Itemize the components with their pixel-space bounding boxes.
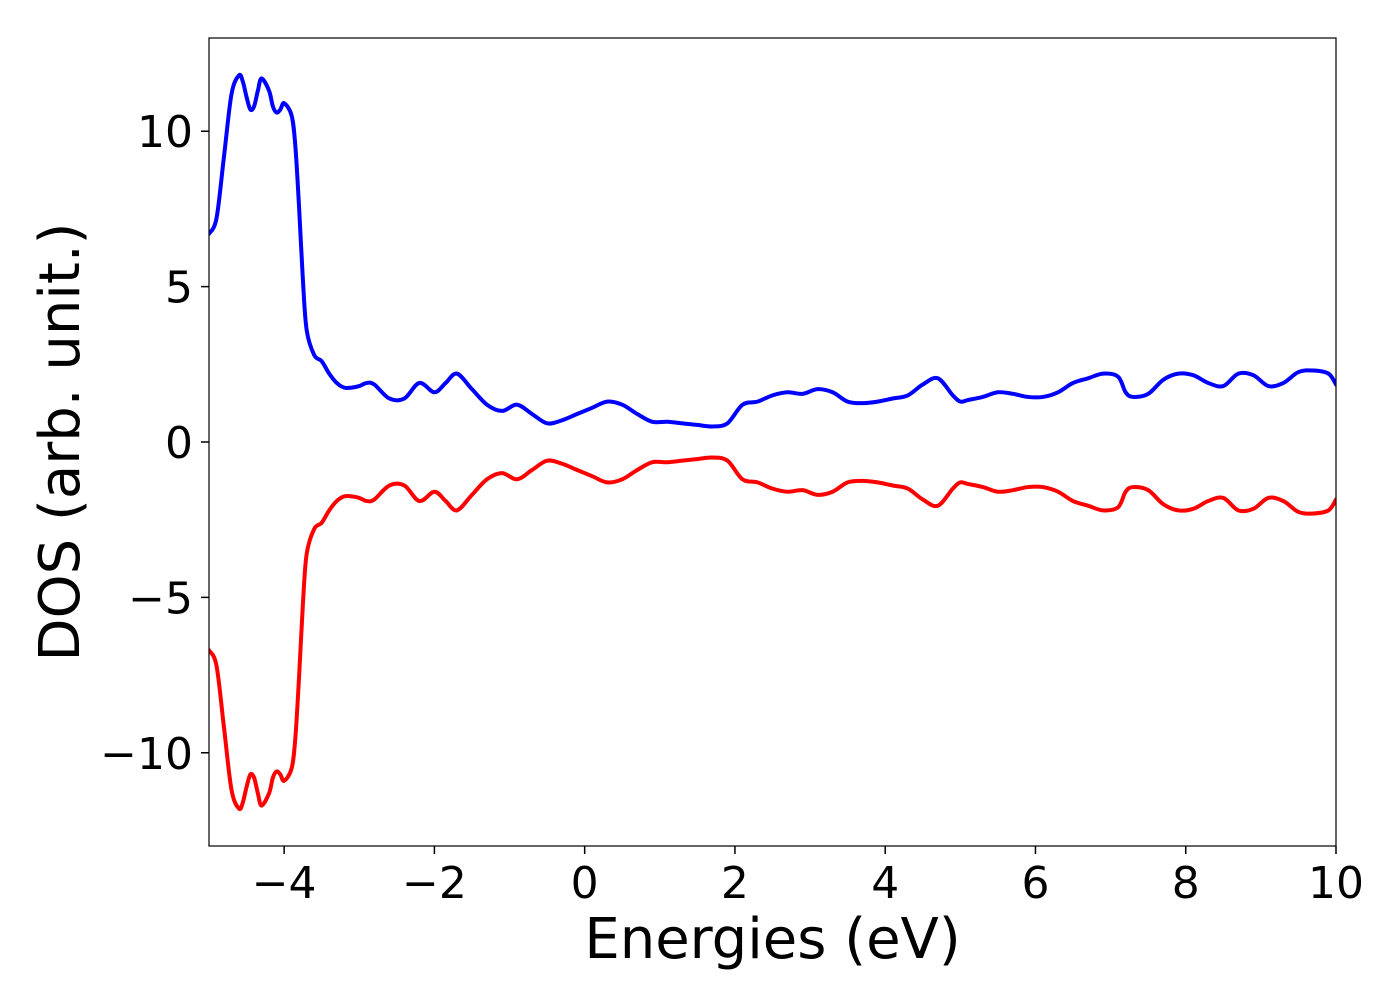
series-layer	[209, 72, 1336, 812]
y-axis-ticks: −10 −5 0 5 10	[100, 107, 209, 780]
y-tick-label: −5	[128, 573, 193, 624]
x-tick-label: −4	[252, 858, 317, 909]
y-tick-label: −10	[100, 729, 193, 780]
x-axis-ticks: −4 −2 0 2 4 6 8 10	[252, 846, 1364, 909]
y-axis-label: DOS (arb. unit.)	[28, 222, 93, 661]
y-tick-label: 10	[137, 107, 193, 158]
x-tick-label: 6	[1021, 858, 1049, 909]
x-tick-label: 10	[1308, 858, 1364, 909]
x-axis-label: Energies (eV)	[584, 907, 960, 972]
y-tick-label: 0	[165, 418, 193, 469]
x-tick-label: 2	[721, 858, 749, 909]
x-tick-label: −2	[402, 858, 467, 909]
x-tick-label: 4	[871, 858, 899, 909]
y-tick-label: 5	[165, 263, 193, 314]
series-line-1	[209, 72, 1336, 429]
series-line-2	[209, 455, 1336, 812]
x-tick-label: 0	[571, 858, 599, 909]
x-tick-label: 8	[1172, 858, 1200, 909]
plot-area-frame	[208, 37, 1337, 847]
